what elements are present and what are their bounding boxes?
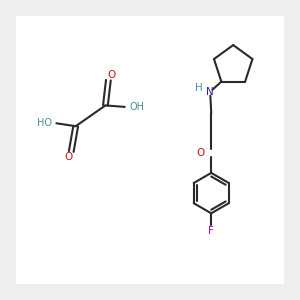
Text: O: O [107, 70, 116, 80]
Text: N: N [206, 87, 214, 97]
Text: HO: HO [37, 118, 52, 128]
FancyBboxPatch shape [16, 16, 284, 284]
Text: F: F [208, 226, 214, 236]
Text: H: H [196, 83, 203, 94]
Text: OH: OH [129, 102, 144, 112]
Text: O: O [196, 148, 205, 158]
Text: O: O [64, 152, 72, 162]
